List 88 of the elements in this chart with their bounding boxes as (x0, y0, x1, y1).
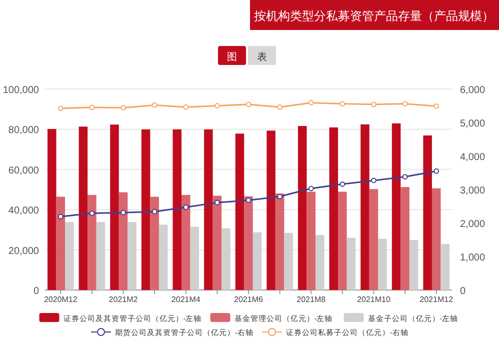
point (183, 104, 189, 110)
x-tick-label: 2021M8 (296, 295, 326, 304)
bar (392, 123, 401, 290)
bar (316, 234, 324, 290)
point (402, 101, 408, 106)
y2-tick-label: 5,000 (460, 118, 486, 130)
point (120, 210, 126, 216)
bar (369, 189, 378, 290)
bar (141, 129, 150, 290)
bar (378, 238, 387, 290)
y2-tick-label: 3,000 (460, 186, 486, 196)
bar (222, 228, 230, 290)
x-tick-label: 2021M4 (171, 295, 201, 304)
bar (65, 222, 74, 290)
text: 图 (227, 52, 237, 63)
text: 表 (257, 51, 267, 63)
bar (266, 130, 276, 290)
point (152, 102, 158, 108)
bar (212, 196, 222, 290)
y-tick-label: 100,000 (2, 85, 40, 96)
point (58, 106, 64, 112)
y-tick-label: 20,000 (8, 246, 40, 257)
x-tick-label: 2021M10 (357, 295, 391, 304)
bar (423, 135, 432, 290)
bar (409, 240, 418, 290)
point (277, 194, 283, 200)
bar (338, 192, 347, 290)
point (183, 204, 189, 210)
point (308, 100, 314, 106)
y2-tick-label: 4,000 (460, 152, 486, 163)
y2-tick-label: 2,000 (460, 219, 486, 230)
bar (172, 129, 182, 290)
bar (48, 129, 56, 290)
bar (284, 232, 293, 290)
y-tick-label: 60,000 (8, 165, 40, 176)
bar (182, 194, 190, 290)
point (402, 174, 408, 180)
point (340, 101, 346, 106)
bar (275, 194, 284, 290)
x-tick-label: 2021M6 (234, 295, 264, 304)
bar (128, 222, 136, 290)
x-tick-label: 2021M2 (108, 295, 138, 304)
point (214, 103, 220, 108)
bar (204, 129, 213, 290)
point (434, 168, 440, 174)
point (89, 104, 95, 110)
point (277, 104, 283, 110)
bar (190, 226, 200, 290)
y2-tick-label: 6,000 (460, 85, 486, 96)
bar (298, 126, 307, 290)
point (58, 214, 64, 220)
bar (244, 196, 253, 290)
chart-title: 按机构类型分私募资管产品存量（产品规模） (254, 9, 494, 23)
bar (78, 126, 88, 290)
y-tick-label: 40,000 (8, 206, 40, 217)
bar (306, 192, 316, 290)
bar (360, 124, 370, 290)
point (214, 200, 220, 206)
point (152, 208, 158, 214)
bar (400, 187, 410, 290)
point (371, 178, 376, 184)
bar (88, 194, 96, 290)
point (89, 210, 95, 216)
point (371, 102, 376, 108)
bar (110, 124, 119, 290)
y-tick-label: 0 (33, 286, 40, 297)
y2-tick-label: 1,000 (460, 252, 486, 264)
bar (56, 196, 66, 290)
point (120, 105, 126, 110)
bar (252, 232, 262, 290)
y-tick-label: 80,000 (8, 125, 40, 136)
bar (235, 134, 244, 290)
point (246, 198, 252, 203)
x-tick-label: 2020M12 (44, 295, 78, 304)
point (340, 181, 346, 187)
bar (346, 238, 356, 290)
bar (96, 222, 106, 290)
bar (440, 244, 450, 290)
bar (329, 127, 338, 290)
point (246, 102, 252, 108)
point (308, 186, 314, 192)
bar (432, 188, 441, 290)
y2-tick-label: 0 (460, 286, 466, 297)
point (434, 103, 440, 109)
x-tick-label: 2021M12 (420, 295, 454, 304)
bar (158, 224, 168, 290)
bar (150, 196, 159, 290)
bar (118, 192, 128, 290)
